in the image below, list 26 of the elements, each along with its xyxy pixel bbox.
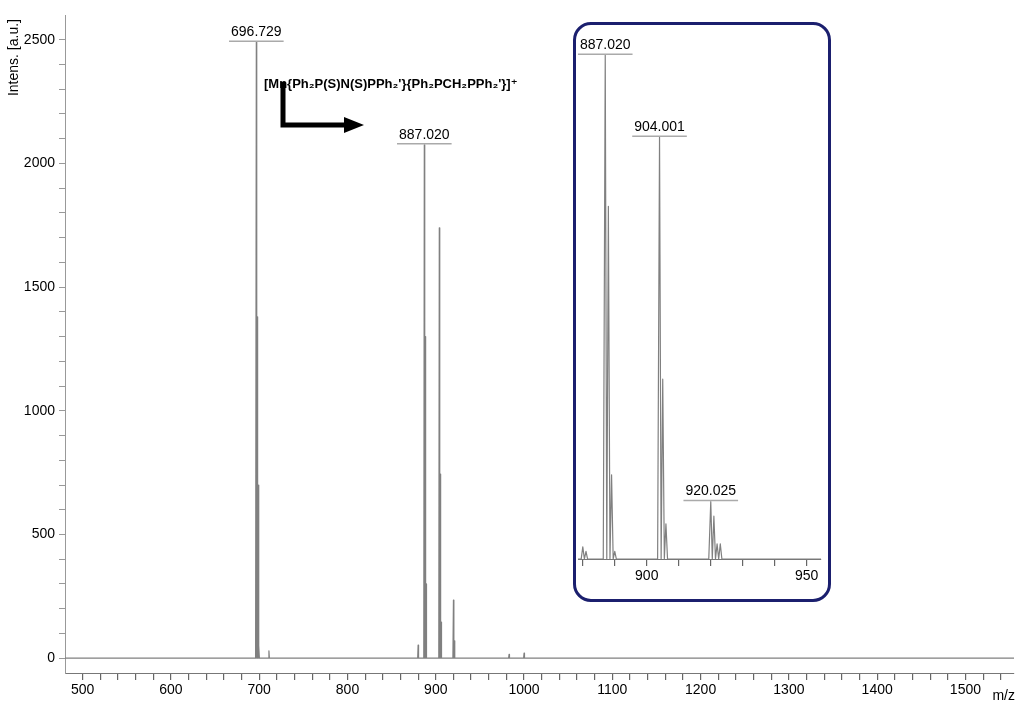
annotation: 904.001 — [634, 118, 686, 135]
x-tick-label: 1400 — [861, 681, 893, 698]
y-tick-label: 2000 — [23, 154, 56, 171]
y-tick-label: 1000 — [23, 401, 56, 418]
x-tick-label: 600 — [159, 681, 183, 698]
y-tick-label: 1500 — [23, 277, 56, 294]
x-tick-label: 1100 — [597, 681, 628, 698]
annotation: 696.729 — [231, 23, 282, 40]
x-tick-label: 1200 — [685, 681, 717, 698]
annotation: 887.020 — [399, 125, 450, 142]
x-tick-label: 1000 — [508, 681, 540, 698]
x-axis-title: m/z — [992, 686, 1015, 703]
x-tick-label: 900 — [635, 567, 659, 584]
y-tick-label: 2500 — [23, 30, 56, 47]
y-tick-label: 0 — [47, 649, 56, 666]
y-tick-label: 500 — [31, 525, 56, 542]
x-tick-label: 500 — [70, 681, 95, 698]
x-tick-label: 900 — [424, 681, 448, 698]
annotation: 887.020 — [579, 36, 631, 53]
x-tick-label: 1500 — [949, 681, 982, 698]
x-tick-label: 800 — [335, 681, 360, 698]
x-tick-label: 1300 — [773, 681, 805, 698]
x-tick-label: 950 — [794, 567, 819, 584]
y-axis-title: Intens. [a.u.] — [4, 19, 21, 97]
x-tick-label: 700 — [247, 681, 272, 698]
annotation: 920.025 — [685, 482, 737, 499]
